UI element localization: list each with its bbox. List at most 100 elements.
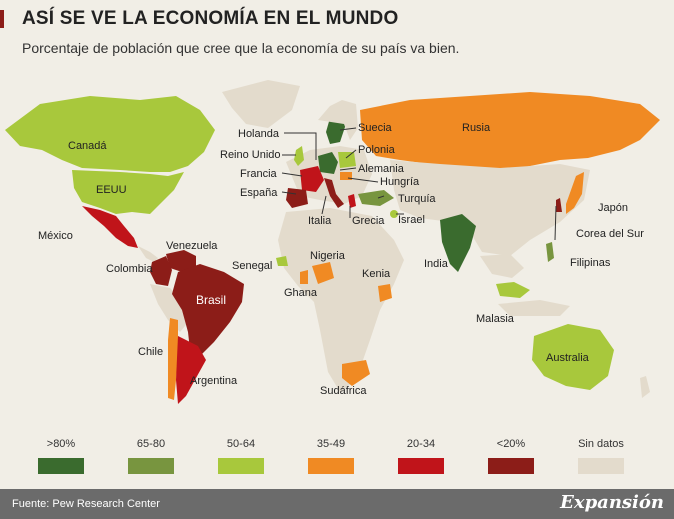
legend-label: 20-34 bbox=[406, 438, 436, 450]
turkey bbox=[358, 190, 394, 206]
new-zealand bbox=[640, 376, 650, 398]
label-senegal: Senegal bbox=[232, 260, 273, 272]
leader-lines bbox=[281, 127, 557, 241]
colombia bbox=[150, 256, 172, 286]
label-hungria: Hungría bbox=[380, 176, 420, 188]
poland bbox=[338, 152, 356, 168]
label-reino-unido: Reino Unido bbox=[220, 149, 281, 161]
legend-swatch bbox=[398, 458, 444, 474]
germany bbox=[318, 152, 338, 174]
label-israel: Israel bbox=[398, 214, 425, 226]
venezuela bbox=[166, 250, 196, 272]
label-sudafrica: Sudáfrica bbox=[320, 385, 367, 397]
legend-item: 20-34 bbox=[398, 438, 444, 474]
label-holanda: Holanda bbox=[238, 128, 279, 140]
legend-item: 65-80 bbox=[128, 438, 174, 474]
senegal bbox=[276, 256, 288, 266]
mexico bbox=[82, 206, 138, 248]
brand-logo: Expansión bbox=[560, 492, 664, 513]
label-canada: Canadá bbox=[68, 140, 107, 152]
label-australia: Australia bbox=[546, 352, 589, 364]
label-francia: Francia bbox=[240, 168, 277, 180]
label-brasil: Brasil bbox=[196, 293, 227, 307]
label-mexico: México bbox=[38, 230, 73, 242]
label-chile: Chile bbox=[138, 346, 164, 358]
se-asia bbox=[480, 254, 524, 278]
malaysia bbox=[496, 282, 530, 298]
label-nigeria: Nigeria bbox=[310, 250, 345, 262]
legend-label: 35-49 bbox=[316, 438, 346, 450]
legend: >80% 65-80 50-64 35-49 20-34 <20% Sin da… bbox=[0, 438, 674, 478]
philippines bbox=[546, 242, 554, 262]
label-alemania: Alemania bbox=[358, 163, 404, 175]
south-africa bbox=[342, 360, 370, 386]
legend-item: 50-64 bbox=[218, 438, 264, 474]
norway-finland bbox=[318, 100, 358, 140]
label-filipinas: Filipinas bbox=[570, 257, 611, 269]
legend-label: 50-64 bbox=[226, 438, 256, 450]
legend-item: <20% bbox=[488, 438, 534, 474]
africa bbox=[278, 208, 404, 392]
canada bbox=[5, 96, 215, 172]
legend-swatch bbox=[38, 458, 84, 474]
legend-swatch bbox=[308, 458, 354, 474]
label-italia: Italia bbox=[308, 215, 332, 227]
label-polonia: Polonia bbox=[358, 144, 395, 156]
argentina bbox=[176, 336, 206, 404]
greece bbox=[348, 194, 356, 208]
legend-item: Sin datos bbox=[578, 438, 624, 474]
peru-bolivia bbox=[150, 284, 190, 332]
legend-swatch bbox=[128, 458, 174, 474]
france bbox=[300, 166, 324, 192]
label-espana: España bbox=[240, 187, 278, 199]
chile bbox=[168, 318, 178, 400]
south-korea bbox=[556, 198, 562, 212]
world-map bbox=[5, 80, 660, 404]
label-ghana: Ghana bbox=[284, 287, 318, 299]
ghana bbox=[300, 270, 308, 284]
central-america bbox=[138, 246, 158, 262]
uk bbox=[294, 146, 304, 166]
label-eeuu: EEUU bbox=[96, 184, 127, 196]
page-title: ASÍ SE VE LA ECONOMÍA EN EL MUNDO bbox=[22, 8, 399, 29]
brasil bbox=[172, 264, 244, 356]
label-colombia: Colombia bbox=[106, 263, 153, 275]
legend-swatch bbox=[218, 458, 264, 474]
legend-item: 35-49 bbox=[308, 438, 354, 474]
legend-swatch bbox=[488, 458, 534, 474]
label-kenia: Kenia bbox=[362, 268, 391, 280]
hungary bbox=[340, 172, 352, 180]
nigeria bbox=[312, 262, 334, 284]
legend-label: Sin datos bbox=[578, 438, 624, 450]
italy bbox=[324, 178, 344, 208]
label-suecia: Suecia bbox=[358, 122, 392, 134]
legend-swatch bbox=[578, 458, 624, 474]
label-india: India bbox=[424, 258, 448, 270]
label-venezuela: Venezuela bbox=[166, 240, 218, 252]
asia-base bbox=[390, 160, 590, 256]
legend-label: >80% bbox=[46, 438, 76, 450]
australia bbox=[532, 324, 614, 390]
label-malasia: Malasia bbox=[476, 313, 514, 325]
indonesia bbox=[498, 300, 570, 316]
label-japon: Japón bbox=[598, 202, 628, 214]
legend-label: <20% bbox=[496, 438, 526, 450]
label-turquia: Turquía bbox=[398, 193, 436, 205]
label-argentina: Argentina bbox=[190, 375, 238, 387]
page-subtitle: Porcentaje de población que cree que la … bbox=[22, 40, 460, 56]
usa bbox=[72, 170, 184, 214]
india bbox=[440, 214, 476, 272]
legend-item: >80% bbox=[38, 438, 84, 474]
russia bbox=[360, 92, 660, 170]
label-rusia: Rusia bbox=[462, 122, 491, 134]
label-corea: Corea del Sur bbox=[576, 228, 644, 240]
footer: Fuente: Pew Research Center Expansión bbox=[0, 489, 674, 519]
source-text: Fuente: Pew Research Center bbox=[12, 498, 160, 510]
greenland bbox=[222, 80, 300, 128]
israel bbox=[390, 210, 398, 218]
title-accent-bar bbox=[0, 10, 4, 28]
label-grecia: Grecia bbox=[352, 215, 385, 227]
legend-label: 65-80 bbox=[136, 438, 166, 450]
japan bbox=[566, 172, 584, 214]
spain bbox=[286, 188, 308, 208]
